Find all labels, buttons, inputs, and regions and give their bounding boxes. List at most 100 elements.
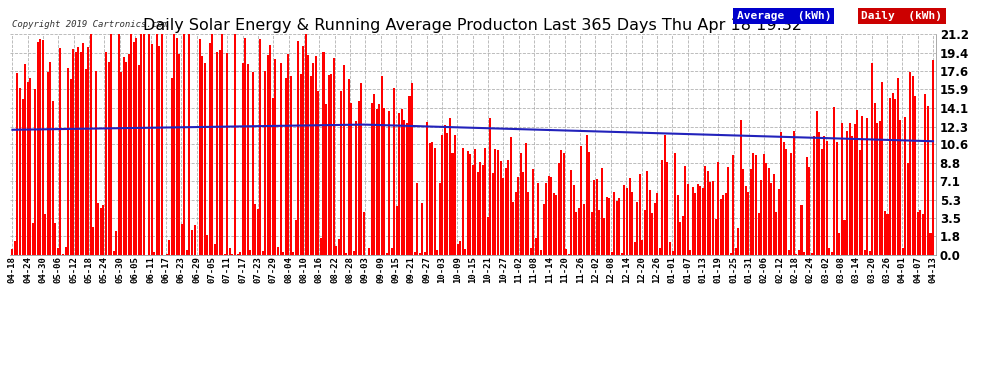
Bar	[466, 151, 468, 255]
Bar	[131, 31, 133, 255]
Bar	[459, 242, 461, 255]
Bar	[487, 217, 489, 255]
Bar	[757, 213, 759, 255]
Bar	[839, 233, 841, 255]
Bar	[806, 157, 808, 255]
Bar	[710, 182, 712, 255]
Bar	[770, 183, 772, 255]
Bar	[370, 103, 372, 255]
Bar	[738, 228, 740, 255]
Bar	[575, 212, 577, 255]
Bar	[902, 248, 904, 255]
Bar	[568, 254, 570, 255]
Bar	[211, 33, 213, 255]
Bar	[899, 120, 901, 255]
Bar	[525, 143, 527, 255]
Title: Daily Solar Energy & Running Average Producton Last 365 Days Thu Apr 18 19:32: Daily Solar Energy & Running Average Pro…	[144, 18, 802, 33]
Bar	[388, 111, 390, 255]
Bar	[863, 250, 865, 255]
Bar	[188, 31, 190, 255]
Bar	[141, 33, 143, 255]
Bar	[608, 198, 610, 255]
Bar	[234, 31, 236, 255]
Bar	[393, 88, 395, 255]
Bar	[136, 38, 138, 255]
Bar	[181, 224, 183, 255]
Bar	[624, 185, 626, 255]
Bar	[64, 247, 66, 255]
Bar	[42, 40, 44, 255]
Bar	[790, 153, 792, 255]
Bar	[659, 248, 661, 255]
Bar	[733, 155, 735, 255]
Bar	[894, 99, 896, 255]
Bar	[307, 55, 309, 255]
Bar	[614, 192, 616, 255]
Bar	[128, 54, 130, 255]
Bar	[343, 66, 345, 255]
Bar	[824, 136, 826, 255]
Bar	[269, 45, 271, 255]
Bar	[479, 162, 481, 255]
Bar	[922, 214, 924, 255]
Bar	[778, 189, 780, 255]
Bar	[920, 210, 922, 255]
Bar	[381, 76, 383, 255]
Bar	[684, 166, 686, 255]
Bar	[502, 178, 504, 255]
Bar	[762, 154, 764, 255]
Bar	[19, 88, 21, 255]
Bar	[209, 43, 211, 255]
Bar	[689, 251, 691, 255]
Bar	[489, 118, 491, 255]
Bar	[707, 171, 709, 255]
Bar	[347, 79, 349, 255]
Bar	[930, 232, 932, 255]
Bar	[406, 123, 408, 255]
Bar	[831, 252, 833, 255]
Bar	[103, 205, 105, 255]
Bar	[396, 206, 398, 255]
Bar	[892, 93, 894, 255]
Bar	[434, 148, 436, 255]
Bar	[760, 180, 762, 255]
Bar	[355, 121, 357, 255]
Bar	[715, 219, 717, 255]
Bar	[113, 251, 115, 255]
Bar	[27, 82, 29, 255]
Bar	[642, 240, 644, 255]
Bar	[512, 202, 514, 255]
Bar	[874, 103, 876, 255]
Bar	[323, 52, 325, 255]
Bar	[451, 153, 453, 255]
Bar	[904, 117, 906, 255]
Bar	[454, 135, 456, 255]
Bar	[722, 195, 724, 255]
Bar	[528, 192, 530, 255]
Bar	[603, 218, 605, 255]
Bar	[474, 149, 476, 255]
Bar	[535, 238, 537, 255]
Bar	[881, 82, 883, 255]
Bar	[639, 174, 641, 255]
Bar	[24, 64, 26, 255]
Bar	[444, 124, 446, 255]
Bar	[110, 31, 112, 255]
Bar	[57, 248, 59, 255]
Bar	[229, 248, 231, 255]
Bar	[439, 183, 441, 255]
Bar	[214, 244, 216, 255]
Bar	[897, 78, 899, 255]
Bar	[251, 72, 253, 255]
Bar	[249, 250, 251, 255]
Bar	[795, 254, 798, 255]
Bar	[183, 31, 185, 255]
Bar	[45, 214, 47, 255]
Bar	[227, 53, 229, 255]
Bar	[165, 254, 167, 255]
Bar	[284, 78, 286, 255]
Bar	[277, 247, 279, 255]
Bar	[150, 44, 152, 255]
Bar	[239, 252, 241, 255]
Bar	[383, 108, 385, 255]
